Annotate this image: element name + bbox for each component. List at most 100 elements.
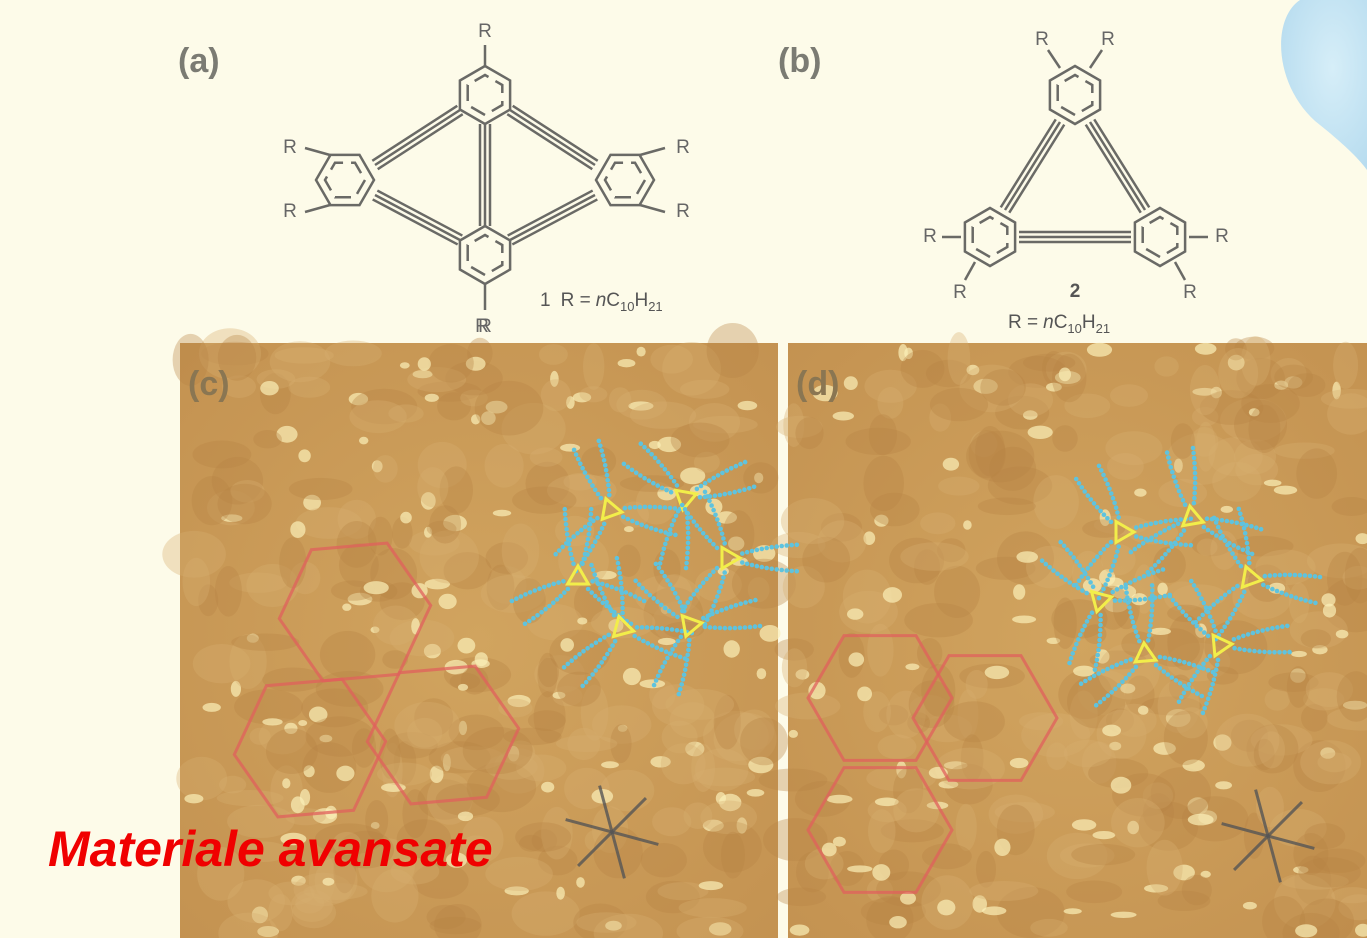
texture-spot: [458, 684, 468, 691]
alkyl-chain: [580, 466, 585, 471]
alkyl-chain: [1106, 693, 1111, 698]
texture-spot: [556, 887, 565, 900]
alkyl-chain: [1183, 543, 1188, 548]
alkyl-chain: [681, 677, 686, 682]
texture-spot: [1072, 819, 1096, 830]
alkyl-chain: [1111, 564, 1116, 569]
alkyl-chain: [1303, 573, 1308, 578]
alkyl-chain: [1158, 540, 1163, 545]
alkyl-chain: [624, 590, 629, 595]
alkyl-chain: [1124, 676, 1129, 681]
alkyl-chain: [597, 439, 602, 444]
alkyl-chain: [1163, 594, 1168, 599]
alkyl-chain: [660, 551, 665, 556]
texture-spot: [541, 379, 571, 411]
alkyl-chain: [641, 639, 646, 644]
alkyl-chain: [600, 591, 605, 596]
texture-spot: [336, 766, 354, 782]
alkyl-chain: [1133, 598, 1138, 603]
texture-spot: [1154, 356, 1178, 376]
alkyl-chain: [1072, 583, 1077, 588]
alkyl-chain: [713, 513, 718, 518]
texture-spot: [323, 878, 335, 886]
alkyl-chain: [1198, 627, 1203, 632]
alkyl-chain: [1230, 551, 1235, 556]
alkyl-chain: [795, 543, 800, 548]
alkyl-chain: [590, 483, 595, 488]
texture-spot: [849, 652, 865, 666]
alkyl-chain: [1125, 595, 1130, 600]
alkyl-chain: [723, 626, 728, 631]
alkyl-chain: [1283, 573, 1288, 578]
alkyl-chain: [1092, 674, 1097, 679]
alkyl-chain: [1084, 591, 1089, 596]
texture-spot: [458, 812, 473, 822]
texture-spot: [624, 526, 634, 532]
alkyl-chain: [523, 622, 528, 627]
alkyl-chain: [1223, 593, 1228, 598]
alkyl-chain: [740, 560, 745, 565]
alkyl-chain: [686, 648, 691, 653]
substituent: R: [1035, 29, 1049, 50]
alkyl-chain: [684, 561, 689, 566]
alkyl-chain: [1158, 655, 1163, 660]
alkyl-chain: [1080, 485, 1085, 490]
alkyl-chain: [1098, 633, 1103, 638]
alkyl-chain: [1192, 491, 1197, 496]
texture-spot: [250, 728, 271, 745]
alkyl-chain: [1127, 605, 1132, 610]
alkyl-chain: [1173, 479, 1178, 484]
alkyl-chain: [784, 543, 789, 548]
texture-spot: [1110, 384, 1148, 407]
alkyl-chain: [739, 602, 744, 607]
alkyl-chain: [528, 590, 533, 595]
texture-spot: [262, 718, 282, 725]
texture-spot: [463, 727, 533, 774]
texture-spot: [757, 668, 767, 679]
alkyl-chain: [605, 583, 610, 588]
alkyl-chain: [547, 583, 552, 588]
alkyl-chain: [677, 692, 682, 697]
texture-spot: [427, 905, 466, 929]
alkyl-chain: [1102, 697, 1107, 702]
alkyl-chain: [727, 491, 732, 496]
alkyl-chain: [1179, 532, 1184, 537]
texture-spot: [1195, 343, 1217, 355]
texture-spot: [485, 444, 524, 488]
alkyl-chain: [551, 601, 556, 606]
alkyl-chain: [602, 458, 607, 463]
alkyl-chain: [1318, 575, 1323, 580]
alkyl-chain: [1215, 663, 1220, 668]
alkyl-chain: [1080, 588, 1085, 593]
alkyl-chain: [1098, 628, 1103, 633]
texture-spot: [583, 343, 604, 390]
alkyl-chain: [1175, 484, 1180, 489]
alkyl-chain: [1294, 595, 1299, 600]
alkyl-chain: [640, 625, 645, 630]
texture-spot: [359, 437, 368, 445]
alkyl-chain: [1141, 541, 1146, 546]
alkyl-chain: [1088, 580, 1093, 585]
alkyl-chain: [760, 547, 765, 552]
panel-label: (c): [188, 365, 230, 403]
alkyl-chain: [1262, 650, 1267, 655]
alkyl-chain: [1172, 658, 1177, 663]
texture-spot: [691, 744, 715, 792]
alkyl-chain: [1149, 613, 1154, 618]
alkyl-chain: [654, 678, 659, 683]
alkyl-chain: [1115, 587, 1120, 592]
alkyl-chain: [1232, 637, 1237, 642]
alkyl-chain: [705, 494, 710, 499]
alkyl-chain: [537, 586, 542, 591]
alkyl-chain: [1113, 687, 1118, 692]
alkyl-chain: [672, 518, 677, 523]
alkyl-chain: [1109, 690, 1114, 695]
alkyl-chain: [527, 619, 532, 624]
alkyl-chain: [1212, 516, 1217, 521]
alkyl-chain: [655, 599, 660, 604]
alkyl-chain: [750, 549, 755, 554]
alkyl-chain: [663, 467, 668, 472]
alkyl-chain: [593, 668, 598, 673]
texture-spot: [275, 347, 334, 363]
alkyl-chain: [1177, 606, 1182, 611]
